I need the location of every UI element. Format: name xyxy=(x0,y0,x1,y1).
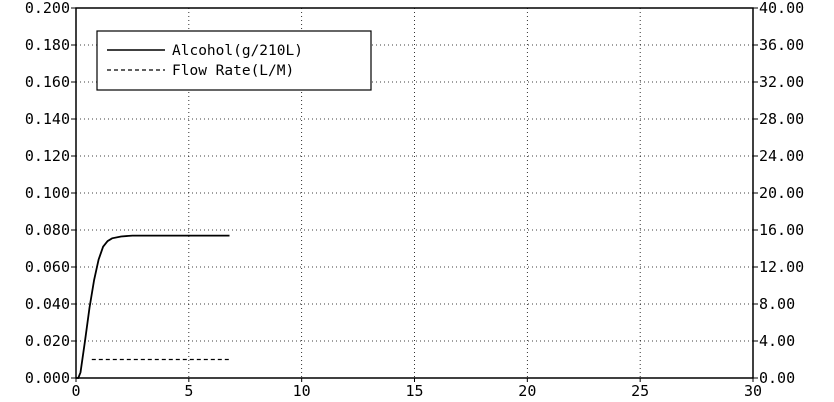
left-tick-label: 0.040 xyxy=(25,295,70,313)
legend-label-flow-rate: Flow Rate(L/M) xyxy=(172,63,294,79)
left-tick-label: 0.000 xyxy=(25,369,70,387)
left-tick-label: 0.120 xyxy=(25,147,70,165)
left-tick-label: 0.020 xyxy=(25,332,70,350)
legend-label-alcohol: Alcohol(g/210L) xyxy=(172,43,303,59)
left-tick-label: 0.160 xyxy=(25,73,70,91)
left-tick-label: 0.180 xyxy=(25,36,70,54)
right-tick-label: 40.00 xyxy=(759,0,804,17)
right-tick-label: 28.00 xyxy=(759,110,804,128)
right-y-axis: 0.00 4.00 8.00 12.00 16.00 20.00 24.00 28.00 32.… xyxy=(753,0,804,387)
left-tick-label: 0.060 xyxy=(25,258,70,276)
x-tick-label: 0 xyxy=(71,382,80,400)
right-tick-label: 12.00 xyxy=(759,258,804,276)
legend-box xyxy=(96,30,372,91)
left-y-axis: 0.000 0.020 0.040 0.060 0.080 0.100 0.120 0.140… xyxy=(25,0,76,387)
left-tick-label: 0.100 xyxy=(25,184,70,202)
x-tick-label: 20 xyxy=(518,382,536,400)
right-tick-label: 36.00 xyxy=(759,36,804,54)
series-line-alcohol xyxy=(76,234,230,379)
left-tick-label: 0.200 xyxy=(25,0,70,17)
series-lines xyxy=(76,234,230,379)
right-tick-label: 8.00 xyxy=(759,295,795,313)
right-tick-label: 16.00 xyxy=(759,221,804,239)
x-tick-label: 30 xyxy=(744,382,762,400)
right-tick-label: 4.00 xyxy=(759,332,795,350)
x-tick-label: 15 xyxy=(405,382,423,400)
right-tick-label: 20.00 xyxy=(759,184,804,202)
x-axis: 0 5 10 15 20 25 30 xyxy=(71,378,762,400)
x-tick-label: 5 xyxy=(184,382,193,400)
legend: Alcohol(g/210L) Flow Rate(L/M) xyxy=(96,30,372,91)
right-tick-label: 24.00 xyxy=(759,147,804,165)
right-tick-label: 0.00 xyxy=(759,369,795,387)
right-tick-label: 32.00 xyxy=(759,73,804,91)
x-tick-label: 25 xyxy=(631,382,649,400)
x-tick-label: 10 xyxy=(293,382,311,400)
left-tick-label: 0.140 xyxy=(25,110,70,128)
left-tick-label: 0.080 xyxy=(25,221,70,239)
